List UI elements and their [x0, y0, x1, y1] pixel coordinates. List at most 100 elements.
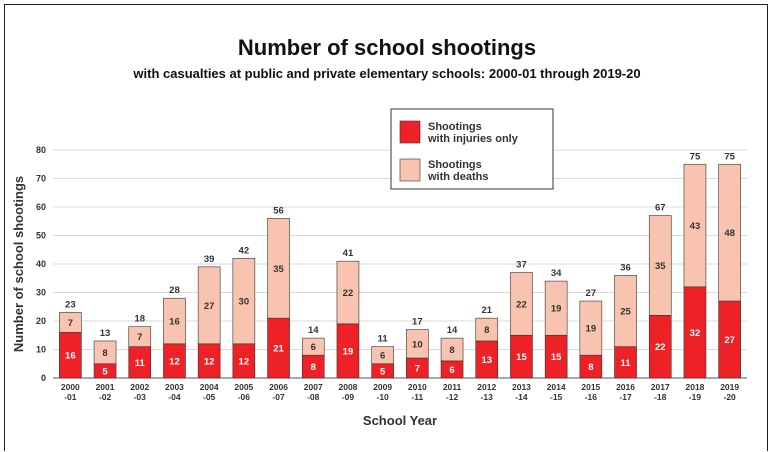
x-tick-label-suffix: -12: [446, 392, 459, 402]
injuries-value-label: 22: [655, 342, 666, 353]
bar-deaths: [93, 340, 117, 365]
deaths-value-label: 30: [239, 297, 250, 308]
deaths-value-label: 27: [204, 301, 215, 312]
x-tick-label-suffix: -06: [238, 392, 251, 402]
x-tick-label-year: 2002: [130, 382, 149, 392]
x-tick-label-suffix: -10: [377, 392, 390, 402]
total-value-label: 37: [516, 260, 527, 271]
x-tick-label-suffix: -02: [99, 392, 112, 402]
total-value-label: 27: [586, 288, 597, 299]
injuries-value-label: 6: [449, 365, 454, 376]
y-tick-label: 60: [36, 202, 46, 212]
y-tick-label: 70: [36, 174, 46, 184]
y-tick-label: 20: [36, 316, 46, 326]
x-tick-label-suffix: -11: [411, 392, 423, 402]
injuries-value-label: 15: [551, 352, 562, 363]
deaths-value-label: 35: [655, 261, 666, 272]
injuries-value-label: 27: [724, 335, 735, 346]
y-axis-label: Number of school shootings: [11, 176, 26, 352]
injuries-value-label: 21: [273, 344, 284, 355]
deaths-value-label: 6: [380, 351, 385, 362]
total-value-label: 36: [620, 262, 631, 273]
bar-deaths: [128, 326, 152, 347]
labels-layer: 16 7 23 2000-01 5 8 13 2001-02 11 7 18 2002-03 12 16 2…: [61, 151, 739, 402]
deaths-value-label: 22: [516, 299, 527, 310]
deaths-value-label: 10: [412, 339, 423, 350]
x-tick-label-year: 2007: [304, 382, 323, 392]
bar-deaths: [197, 266, 221, 345]
x-tick-label-year: 2005: [234, 382, 253, 392]
bar-deaths: [648, 215, 672, 316]
total-value-label: 17: [412, 317, 423, 328]
total-value-label: 67: [655, 203, 666, 214]
x-tick-label-year: 2006: [269, 382, 288, 392]
bar-deaths: [406, 329, 429, 359]
injuries-value-label: 12: [204, 356, 215, 367]
x-tick-label-suffix: -01: [64, 392, 77, 402]
chart-title: Number of school shootings: [238, 35, 536, 60]
legend-label: Shootings: [428, 159, 482, 171]
total-value-label: 28: [169, 285, 180, 296]
deaths-value-label: 43: [690, 221, 701, 232]
x-tick-label-suffix: -14: [515, 392, 528, 402]
deaths-value-label: 22: [343, 288, 354, 299]
total-value-label: 14: [447, 325, 458, 336]
total-value-label: 13: [100, 328, 111, 339]
bar-deaths: [336, 260, 360, 325]
deaths-value-label: 7: [137, 332, 142, 343]
injuries-value-label: 11: [135, 358, 146, 369]
total-value-label: 42: [239, 245, 250, 256]
bar-deaths: [59, 312, 82, 333]
x-tick-label-suffix: -13: [481, 392, 494, 402]
x-tick-label-year: 2009: [373, 382, 392, 392]
deaths-value-label: 19: [551, 304, 562, 315]
bar-deaths: [371, 346, 394, 365]
bar-deaths: [440, 337, 464, 362]
deaths-value-label: 8: [449, 345, 454, 356]
x-tick-label-suffix: -15: [550, 392, 563, 402]
bar-deaths: [267, 218, 290, 319]
x-tick-label-suffix: -09: [342, 392, 355, 402]
x-tick-label-suffix: -17: [619, 392, 632, 402]
total-value-label: 75: [690, 151, 701, 162]
x-tick-label-suffix: -19: [689, 392, 702, 402]
injuries-value-label: 8: [311, 362, 316, 373]
y-tick-label: 50: [36, 231, 46, 241]
legend-label: with injuries only: [427, 133, 519, 145]
injuries-value-label: 12: [169, 356, 180, 367]
total-value-label: 23: [65, 299, 76, 310]
injuries-value-label: 32: [690, 328, 701, 339]
total-value-label: 18: [134, 314, 145, 325]
x-tick-label-year: 2016: [616, 382, 635, 392]
x-tick-label-year: 2003: [165, 382, 184, 392]
bar-deaths: [718, 163, 741, 302]
x-tick-label-year: 2015: [581, 382, 600, 392]
bar-deaths: [232, 258, 256, 345]
bar-deaths: [544, 280, 568, 336]
x-tick-label-suffix: -04: [168, 392, 181, 402]
total-value-label: 14: [308, 325, 319, 336]
total-value-label: 56: [273, 205, 284, 216]
x-tick-label-suffix: -20: [724, 392, 737, 402]
bar-deaths: [579, 300, 603, 356]
deaths-value-label: 25: [620, 307, 631, 318]
injuries-value-label: 5: [380, 366, 386, 377]
x-tick-label-year: 2017: [651, 382, 670, 392]
x-tick-label-year: 2008: [338, 382, 357, 392]
injuries-value-label: 12: [239, 356, 250, 367]
y-tick-label: 80: [36, 145, 46, 155]
total-value-label: 39: [204, 254, 215, 265]
deaths-value-label: 8: [484, 325, 489, 336]
injuries-value-label: 5: [102, 366, 108, 377]
x-tick-label-year: 2000: [61, 382, 80, 392]
injuries-value-label: 7: [415, 364, 420, 375]
bars-layer: [59, 163, 741, 379]
deaths-value-label: 19: [586, 324, 597, 335]
total-value-label: 41: [343, 248, 354, 259]
x-tick-label-year: 2019: [720, 382, 739, 392]
deaths-value-label: 16: [169, 317, 180, 328]
x-tick-label-suffix: -03: [134, 392, 147, 402]
bar-deaths: [163, 297, 186, 345]
x-tick-label-suffix: -07: [272, 392, 285, 402]
